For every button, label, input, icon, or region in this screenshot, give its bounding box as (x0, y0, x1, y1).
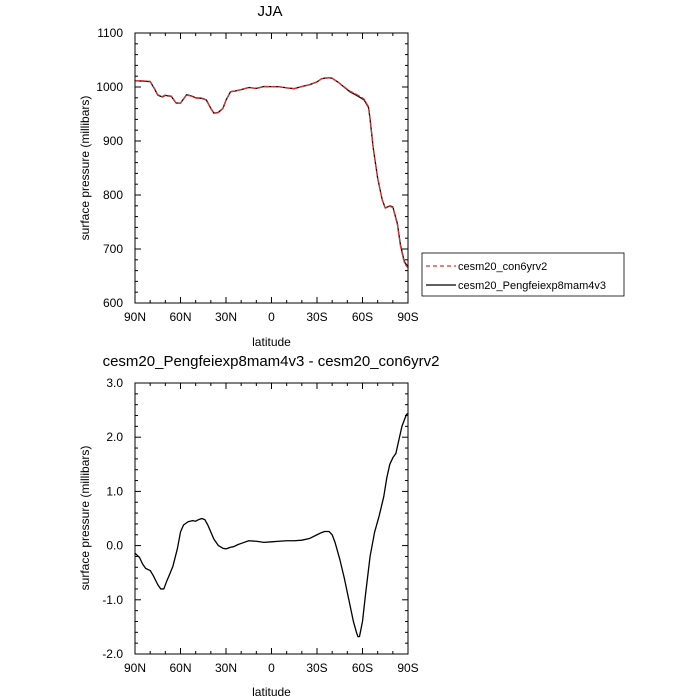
series-line-0 (134, 77, 409, 269)
x-tick-label: 90S (397, 310, 418, 324)
legend: cesm20_con6yrv2 cesm20_Pengfeiexp8mam4v3 (421, 252, 625, 297)
y-tick-label: -2.0 (102, 647, 123, 661)
panel-bottom-lines (134, 412, 409, 638)
panel-bottom-ylabel: surface pressure (millibars) (78, 446, 92, 591)
series-line-1 (134, 77, 409, 267)
x-tick-label: 30N (215, 310, 237, 324)
panel-top-frame (134, 32, 409, 304)
panel-bottom-ticks (134, 382, 409, 655)
panel-top-lines (134, 77, 409, 269)
x-tick-label: 60N (169, 661, 191, 675)
y-tick-label: 1000 (96, 80, 123, 94)
x-tick-label: 60S (352, 661, 373, 675)
panel-bottom-xlabel: latitude (252, 685, 291, 699)
panel-top-ylabel: surface pressure (millibars) (78, 96, 92, 241)
series-line-0 (134, 412, 409, 638)
y-tick-label: 2.0 (106, 430, 123, 444)
panel-top-ticks (134, 32, 409, 304)
panel-top-xlabel: latitude (252, 335, 291, 349)
y-tick-label: 800 (103, 188, 123, 202)
y-tick-label: 1.0 (106, 484, 123, 498)
y-tick-label: 600 (103, 296, 123, 310)
panel-bottom: cesm20_Pengfeiexp8mam4v3 - cesm20_con6yr… (78, 353, 439, 699)
panel-top: JJA 90N 60N 30N 0 30S 60S 90S 600 700 800 900 1000 1… (78, 3, 419, 349)
x-tick-label: 90N (124, 310, 146, 324)
legend-label-1: cesm20_Pengfeiexp8mam4v3 (458, 280, 606, 292)
legend-box (421, 252, 625, 297)
x-tick-label: 0 (268, 661, 275, 675)
x-tick-label: 90N (124, 661, 146, 675)
panel-bottom-tick-labels: 90N 60N 30N 0 30S 60S 90S -2.0 -1.0 0.0 1.0 2.0 3.0 (102, 376, 418, 675)
y-tick-label: 1100 (97, 26, 123, 40)
panel-top-title: JJA (257, 3, 282, 20)
y-tick-label: -1.0 (102, 593, 123, 607)
panel-bottom-frame (134, 382, 409, 655)
x-tick-label: 30S (306, 661, 327, 675)
y-tick-label: 900 (103, 134, 123, 148)
y-tick-label: 700 (103, 242, 123, 256)
legend-label-0: cesm20_con6yrv2 (458, 261, 547, 273)
x-tick-label: 60N (169, 310, 191, 324)
x-tick-label: 0 (268, 310, 275, 324)
x-tick-label: 30N (215, 661, 237, 675)
panel-bottom-title: cesm20_Pengfeiexp8mam4v3 - cesm20_con6yr… (103, 353, 440, 370)
x-tick-label: 90S (397, 661, 418, 675)
x-tick-label: 60S (352, 310, 373, 324)
y-tick-label: 3.0 (106, 376, 123, 390)
panel-top-tick-labels: 90N 60N 30N 0 30S 60S 90S 600 700 800 900 1000 1100 (96, 26, 418, 324)
x-tick-label: 30S (306, 310, 327, 324)
y-tick-label: 0.0 (106, 539, 123, 553)
